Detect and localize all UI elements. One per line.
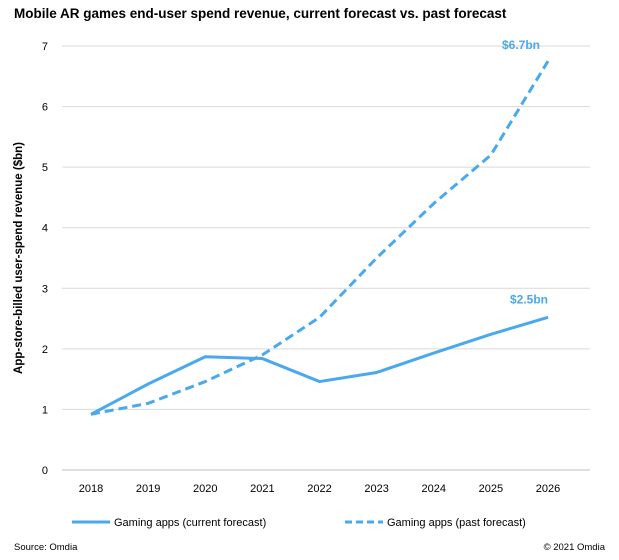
data-point xyxy=(489,154,492,157)
y-tick-label: 5 xyxy=(42,162,48,174)
legend-label: Gaming apps (current forecast) xyxy=(114,517,266,529)
data-point xyxy=(261,357,264,360)
x-tick-label: 2018 xyxy=(79,483,103,495)
x-tick-label: 2025 xyxy=(479,483,503,495)
x-tick-label: 2021 xyxy=(250,483,274,495)
x-tick-label: 2024 xyxy=(422,483,446,495)
data-point xyxy=(318,380,321,383)
data-labels: $2.5bn $6.7bn xyxy=(502,38,548,306)
gridlines xyxy=(62,45,590,410)
data-point xyxy=(147,402,150,405)
series-lines xyxy=(90,60,550,416)
y-tick-label: 2 xyxy=(42,344,48,356)
data-point xyxy=(375,371,378,374)
x-tick-label: 2020 xyxy=(193,483,217,495)
data-point xyxy=(432,202,435,205)
series-line-current-forecast xyxy=(90,315,549,416)
axes: 0 1 2 3 4 5 6 7 2018 2019 2020 2021 2022 2023 2024 2025… xyxy=(13,41,590,495)
x-tick-label: 2022 xyxy=(307,483,331,495)
y-axis-title: App-store-billed user-spend revenue ($bn… xyxy=(13,142,25,374)
y-tick-label: 7 xyxy=(42,41,48,53)
x-tick-label: 2023 xyxy=(364,483,388,495)
source-note: Source: Omdia xyxy=(14,542,78,553)
end-value-label: $6.7bn xyxy=(502,38,540,52)
data-point xyxy=(489,333,492,336)
x-tick-label: 2019 xyxy=(136,483,160,495)
x-tick-label: 2026 xyxy=(536,483,560,495)
data-point xyxy=(204,355,207,358)
legend-label: Gaming apps (past forecast) xyxy=(387,517,526,529)
y-tick-label: 1 xyxy=(42,404,48,416)
legend: Gaming apps (current forecast) Gaming app… xyxy=(72,517,526,529)
data-point xyxy=(261,353,264,356)
chart-title: Mobile AR games end-user spend revenue, … xyxy=(14,6,507,21)
data-point xyxy=(318,316,321,319)
series-line-past-forecast xyxy=(90,60,550,416)
data-point xyxy=(147,382,150,385)
y-tick-label: 6 xyxy=(42,102,48,114)
data-point xyxy=(432,352,435,355)
data-point xyxy=(547,60,550,63)
y-tick-label: 4 xyxy=(42,223,48,235)
data-point xyxy=(547,316,550,319)
y-tick-label: 3 xyxy=(42,283,48,295)
data-point xyxy=(375,257,378,260)
copyright-note: © 2021 Omdia xyxy=(543,542,605,553)
y-tick-label: 0 xyxy=(42,465,48,477)
data-point xyxy=(90,413,93,416)
end-value-label: $2.5bn xyxy=(510,292,548,306)
data-point xyxy=(204,380,207,383)
